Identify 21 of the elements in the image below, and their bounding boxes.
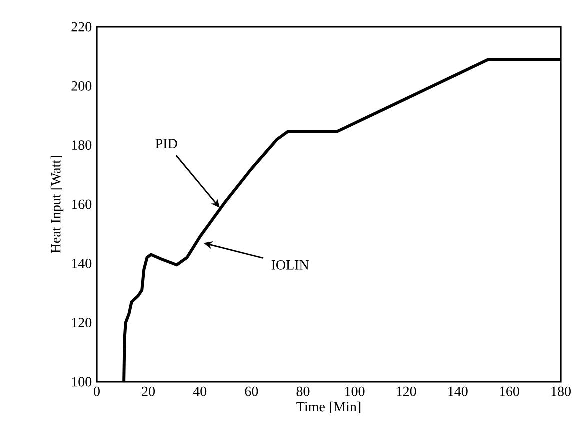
x-tick-label: 100 bbox=[346, 386, 365, 396]
y-axis-title: Heat Input [Watt] bbox=[50, 156, 64, 254]
x-tick-label: 40 bbox=[193, 386, 207, 396]
y-tick-label: 120 bbox=[72, 318, 92, 328]
x-axis-title: Time [Min] bbox=[296, 402, 361, 414]
y-tick-label: 220 bbox=[72, 22, 92, 32]
annotation: PID bbox=[156, 139, 178, 148]
y-tick-label: 140 bbox=[72, 258, 92, 268]
x-tick-label: 180 bbox=[552, 386, 571, 396]
y-tick-label: 200 bbox=[72, 81, 92, 91]
x-tick-label: 20 bbox=[142, 386, 156, 396]
x-tick-label: 60 bbox=[245, 386, 258, 396]
x-tick-label: 120 bbox=[397, 386, 416, 396]
annotation: IOLIN bbox=[272, 260, 310, 270]
x-tick-label: 80 bbox=[296, 386, 310, 396]
x-tick-label: 0 bbox=[94, 386, 100, 396]
y-tick-label: 160 bbox=[72, 200, 92, 210]
x-tick-label: 140 bbox=[448, 386, 468, 396]
y-tick-label: 180 bbox=[72, 140, 92, 150]
x-tick-label: 160 bbox=[500, 386, 520, 396]
y-tick-label: 100 bbox=[72, 377, 92, 387]
